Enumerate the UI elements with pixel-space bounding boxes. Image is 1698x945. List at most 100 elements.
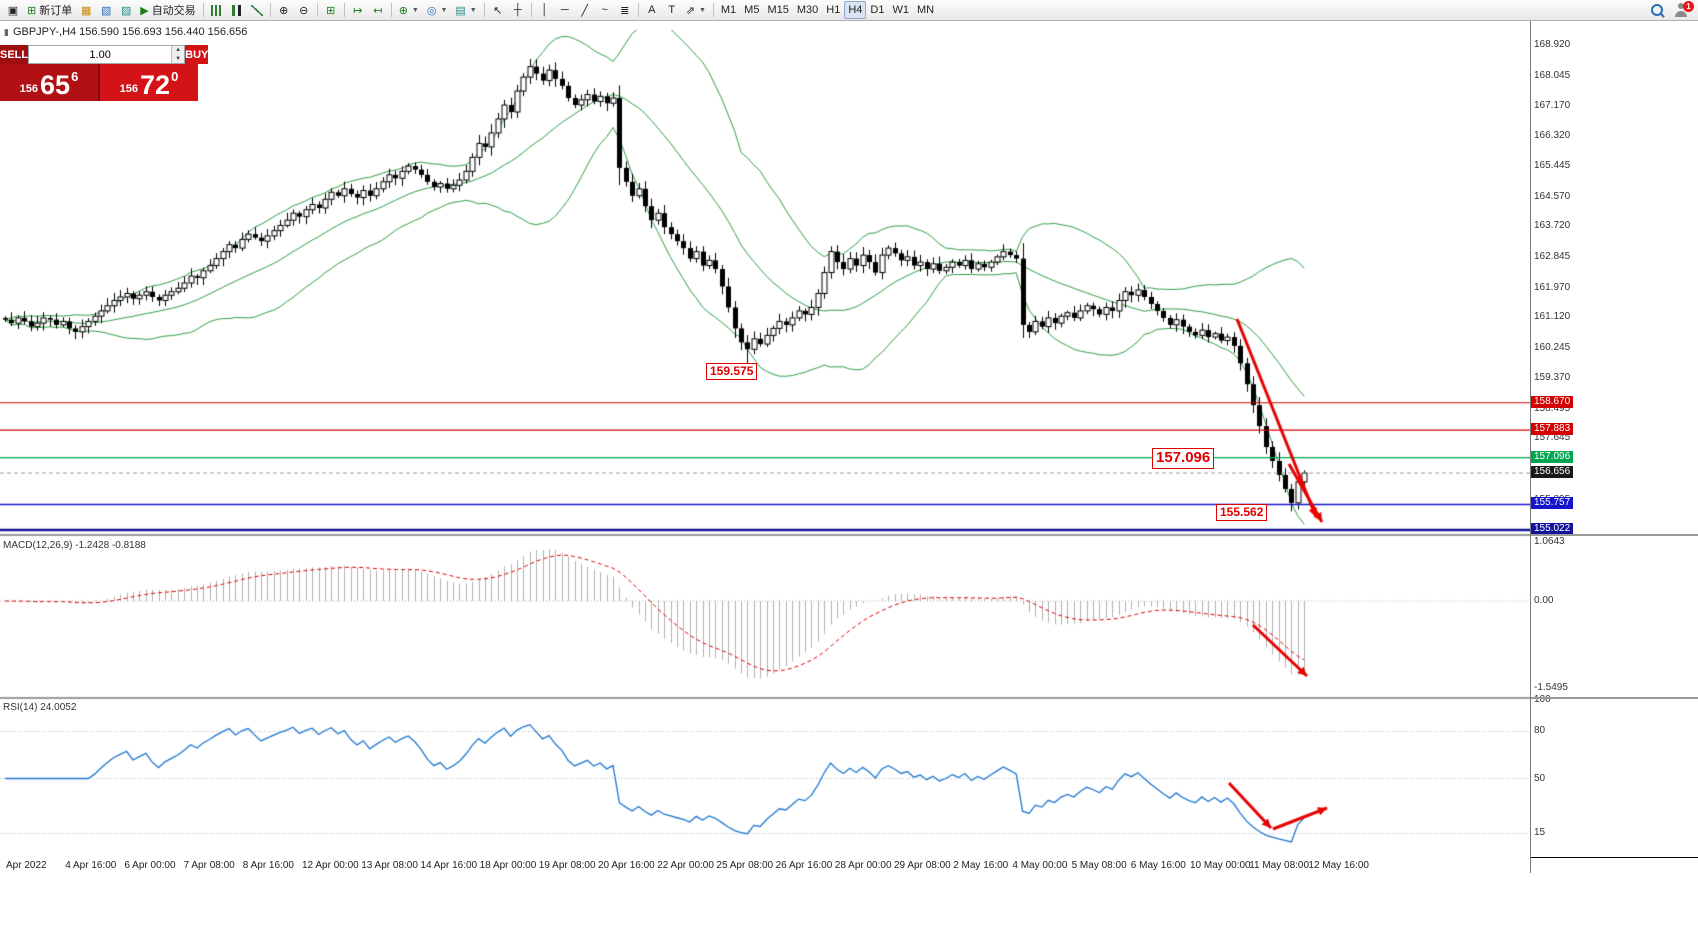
pane-divider [1531, 697, 1698, 699]
axis-label: 168.920 [1534, 39, 1571, 50]
axis-label: 165.445 [1534, 160, 1571, 172]
axis-label: 50 [1534, 772, 1546, 784]
timeframe-m1-button[interactable]: M1 [717, 1, 740, 19]
cursor-button[interactable]: ↖ [488, 1, 508, 19]
axis-label: 155.022 [1531, 523, 1574, 536]
horizontal-line-button[interactable]: ─ [555, 1, 575, 19]
sell-price[interactable]: 156 65 6 [0, 64, 98, 101]
price-annotation: 159.575 [706, 363, 758, 380]
chevron-down-icon: ▼ [440, 6, 448, 14]
time-axis-label: 20 Apr 16:00 [598, 860, 655, 871]
time-axis-label: 12 Apr 00:00 [302, 860, 359, 871]
toolbar-separator [269, 3, 271, 17]
new-order-label: 新订单 [39, 5, 73, 17]
pane-divider [1531, 857, 1698, 858]
crosshair-button[interactable]: ┼ [508, 1, 528, 19]
timeframe-m15-button[interactable]: M15 [763, 1, 792, 19]
axis-label: 168.045 [1534, 69, 1571, 81]
chart-bars-button[interactable] [207, 1, 227, 19]
autotrade-button[interactable]: ▶ 自动交易 [136, 1, 199, 19]
time-axis-label: 26 Apr 16:00 [775, 860, 833, 871]
chart-shift-button[interactable]: ↤ [368, 1, 388, 19]
one-click-trading-panel: SELL ▲ ▼ BUY 156 65 6 156 72 0 [0, 45, 209, 101]
candlestick-icon [230, 4, 243, 16]
template-selector-button[interactable]: ▤ ▼ [451, 1, 480, 19]
axis-label: 0.00 [1534, 595, 1554, 606]
buy-button[interactable]: BUY [185, 45, 209, 64]
axis-label: 167.170 [1534, 100, 1571, 112]
horizontal-line-icon: ─ [560, 4, 569, 16]
axis-label: 158.495 [1534, 402, 1571, 414]
time-axis-label: 5 May 08:00 [1071, 860, 1127, 871]
auto-scroll-icon: ↦ [353, 4, 363, 17]
new-order-icon: ⊞ [27, 4, 37, 17]
axis-label: -1.5495 [1534, 681, 1568, 693]
clock-icon: ◎ [426, 4, 437, 17]
trendline-icon: ╱ [581, 4, 589, 17]
auto-scroll-button[interactable]: ↦ [348, 1, 368, 19]
time-axis-label: 6 May 16:00 [1130, 860, 1186, 871]
search-icon[interactable] [1650, 3, 1665, 18]
timeframe-m30-button[interactable]: M30 [793, 1, 822, 19]
timeframe-d1-button[interactable]: D1 [866, 1, 888, 19]
price-axis: 168.920 168.045 167.170 166.320 165.445 164.5… [1530, 21, 1698, 873]
add-indicator-icon: ⊕ [398, 4, 408, 17]
timeframe-h1-button[interactable]: H1 [822, 1, 844, 19]
time-axis: Apr 2022 4 Apr 16:00 6 Apr 00:00 7 Apr 08:0… [0, 857, 1530, 873]
text-label-button[interactable]: T [662, 1, 682, 19]
tile-windows-button[interactable]: ⊞ [321, 1, 341, 19]
zoom-out-button[interactable]: ⊖ [294, 1, 314, 19]
timeframe-m5-button[interactable]: M5 [740, 1, 763, 19]
time-axis-label: 12 May 16:00 [1308, 860, 1369, 871]
time-axis-label: 4 Apr 16:00 [65, 860, 117, 871]
line-chart-icon [250, 4, 263, 16]
market-watch-button[interactable]: ▧ [96, 1, 116, 19]
axis-label: 157.883 [1531, 423, 1574, 436]
market-watch-icon: ▧ [101, 4, 112, 17]
chevron-down-icon: ▼ [698, 6, 706, 14]
chevron-down-icon: ▼ [469, 6, 477, 14]
volume-up-button[interactable]: ▲ [172, 46, 185, 55]
volume-down-button[interactable]: ▼ [172, 54, 185, 63]
buy-price[interactable]: 156 72 0 [100, 64, 198, 101]
toolbar-separator [483, 3, 485, 17]
arrows-tool-button[interactable]: ⇗ ▼ [682, 1, 710, 19]
new-order-button[interactable]: ⊞ 新订单 [23, 1, 76, 19]
chart-candles-button[interactable] [227, 1, 247, 19]
data-window-button[interactable]: ▨ [116, 1, 136, 19]
sell-price-sup: 6 [71, 69, 79, 84]
timeframe-w1-button[interactable]: W1 [888, 1, 913, 19]
zoom-in-icon: ⊕ [279, 4, 289, 17]
axis-label: 161.970 [1534, 281, 1571, 293]
fibonacci-button[interactable]: ≣ [615, 1, 635, 19]
time-axis-label: 19 Apr 08:00 [538, 860, 596, 871]
macd-label: MACD(12,26,9) -1.2428 -0.8188 [3, 540, 146, 551]
timeframe-mn-button[interactable]: MN [913, 1, 938, 19]
axis-label: 166.320 [1534, 129, 1571, 141]
symbol-ohlc-text: GBPJPY-,H4 156.590 156.693 156.440 156.6… [12, 26, 248, 38]
period-selector-button[interactable]: ◎ ▼ [423, 1, 452, 19]
timeframe-h4-button[interactable]: H4 [844, 1, 867, 19]
toolbar-separator [390, 3, 392, 17]
price-chart-canvas[interactable] [0, 21, 1530, 873]
time-axis-label: 8 Apr 16:00 [242, 860, 294, 871]
notifications-button[interactable]: 1 [1673, 0, 1694, 18]
charts-profile-button[interactable]: ▦ [76, 1, 96, 19]
terminal-window-icon[interactable]: ▣ [3, 1, 23, 19]
toolbar-separator [712, 3, 714, 17]
polyline-button[interactable]: ~ [595, 1, 615, 19]
trendline-button[interactable]: ╱ [575, 1, 595, 19]
text-label-icon: T [668, 4, 676, 16]
text-icon: A [648, 4, 656, 16]
autotrade-label: 自动交易 [151, 5, 196, 17]
zoom-in-button[interactable]: ⊕ [274, 1, 294, 19]
text-button[interactable]: A [642, 1, 662, 19]
time-axis-label: 6 Apr 00:00 [124, 860, 176, 871]
chart-line-button[interactable] [247, 1, 267, 19]
volume-input[interactable] [29, 46, 172, 63]
sell-button[interactable]: SELL [0, 45, 29, 64]
add-indicator-button[interactable]: ⊕ ▼ [395, 1, 423, 19]
axis-label: 158.670 [1531, 395, 1574, 408]
time-axis-label: 22 Apr 00:00 [657, 860, 714, 871]
vertical-line-button[interactable]: │ [535, 1, 555, 19]
